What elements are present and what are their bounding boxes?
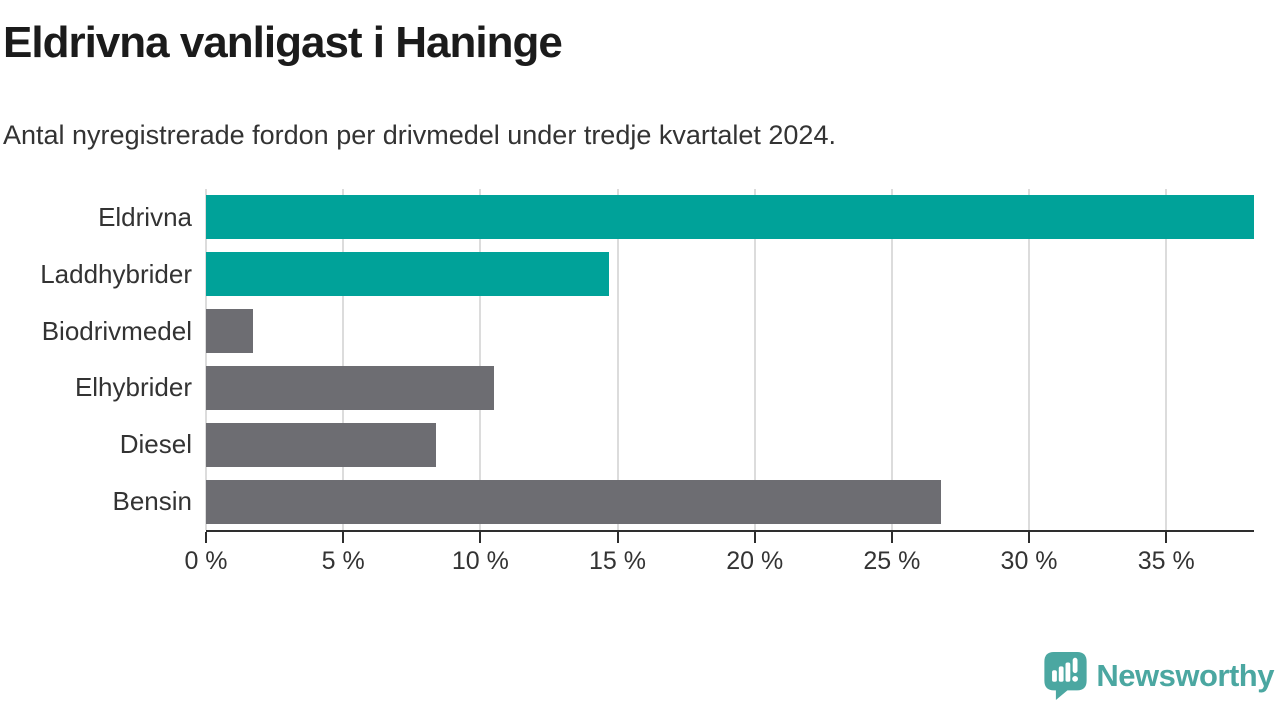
x-tick-label: 5 % — [321, 547, 365, 575]
logo-exclamation-dot — [1072, 676, 1079, 682]
gridline — [342, 189, 345, 530]
bar — [206, 479, 942, 524]
x-tick-label: 25 % — [863, 547, 921, 575]
x-tick — [205, 532, 207, 543]
bar-track — [206, 365, 1254, 410]
bar-row: Diesel — [0, 416, 1254, 473]
bar — [206, 309, 253, 354]
bar-rows: Eldrivna Laddhybrider Biodrivmedel Elhybrid… — [0, 189, 1254, 530]
newsworthy-logo-text: Newsworthy — [1096, 658, 1274, 693]
category-label: Diesel — [119, 429, 192, 460]
newsworthy-logo-icon — [1044, 652, 1088, 700]
x-tick-label: 20 % — [726, 547, 784, 575]
x-tick-label: 30 % — [1000, 547, 1058, 575]
logo-bar-large — [1065, 662, 1071, 682]
category-label: Laddhybrider — [40, 258, 192, 289]
logo-bar-medium — [1059, 666, 1064, 682]
x-tick — [753, 532, 756, 543]
gridline — [890, 189, 893, 530]
logo-exclamation-line — [1073, 657, 1078, 674]
bar-row: Biodrivmedel — [0, 303, 1254, 360]
gridline — [205, 189, 207, 530]
bar — [206, 422, 437, 467]
bar-track — [206, 252, 1254, 297]
bar-track — [206, 309, 1254, 354]
bar-chart: Eldrivna Laddhybrider Biodrivmedel Elhybrid… — [0, 189, 1254, 589]
x-tick-label: 15 % — [589, 547, 647, 575]
x-tick — [479, 532, 482, 543]
category-label: Elhybrider — [74, 372, 192, 403]
bar-row: Bensin — [0, 473, 1254, 530]
gridline — [616, 189, 619, 530]
x-tick — [342, 532, 345, 543]
x-tick — [616, 532, 619, 543]
x-tick — [1165, 532, 1168, 543]
bar-track — [206, 195, 1254, 240]
brand-footer: Newsworthy — [1044, 652, 1274, 700]
bar-row: Eldrivna — [0, 189, 1254, 246]
gridline — [479, 189, 482, 530]
gridline — [1028, 189, 1031, 530]
chart-subtitle: Antal nyregistrerade fordon per drivmede… — [3, 120, 836, 150]
category-label: Eldrivna — [98, 201, 192, 232]
bar-track — [206, 422, 1254, 467]
gridline — [753, 189, 756, 530]
x-tick-label: 35 % — [1137, 547, 1195, 575]
x-tick-label: 0 % — [184, 547, 228, 575]
bar — [206, 252, 610, 297]
chart-title: Eldrivna vanligast i Haninge — [3, 18, 563, 67]
x-tick — [1028, 532, 1031, 543]
x-axis: 0 % 5 % 10 % 15 % 20 % 25 % 30 % 35 % — [184, 530, 1254, 575]
gridline — [1165, 189, 1168, 530]
x-tick-label: 10 % — [451, 547, 509, 575]
logo-bar-small — [1052, 670, 1058, 682]
category-label: Biodrivmedel — [41, 315, 192, 346]
x-tick — [890, 532, 893, 543]
bar-track — [206, 479, 1254, 524]
bar — [206, 195, 1254, 240]
bar-row: Elhybrider — [0, 359, 1254, 416]
bar — [206, 365, 495, 410]
gridlines — [205, 189, 1254, 530]
category-label: Bensin — [112, 486, 193, 517]
bar-row: Laddhybrider — [0, 246, 1254, 303]
